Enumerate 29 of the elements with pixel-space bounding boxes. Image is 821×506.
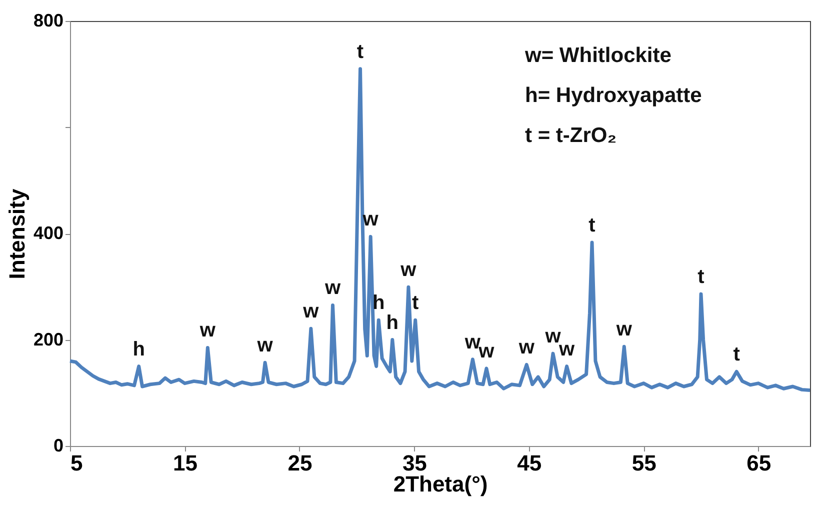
x-tick-label: 45 bbox=[517, 450, 542, 476]
annotation: w bbox=[198, 320, 216, 342]
annotation: t bbox=[588, 214, 596, 237]
y-tick-label: 400 bbox=[33, 223, 64, 243]
annotation: w bbox=[256, 334, 274, 357]
annotation: w bbox=[615, 318, 632, 341]
y-axis-title: Intensity bbox=[4, 188, 30, 280]
annotation: h= Hydroxyapatte bbox=[525, 84, 702, 107]
x-tick-label: 5 bbox=[70, 450, 83, 476]
annotation: h bbox=[386, 312, 398, 334]
x-tick-label: 15 bbox=[172, 450, 198, 476]
x-tick-label: 65 bbox=[746, 450, 772, 476]
annotation: w bbox=[518, 336, 535, 359]
annotation: t bbox=[733, 344, 740, 366]
y-tick-label: 0 bbox=[53, 436, 64, 456]
annotation: t bbox=[356, 40, 364, 63]
annotation: t = t-ZrO₂ bbox=[525, 124, 617, 147]
annotation: w bbox=[302, 300, 320, 323]
line-series bbox=[68, 67, 812, 392]
annotation: w= Whitlockite bbox=[524, 44, 672, 67]
y-tick-label: 800 bbox=[33, 10, 64, 30]
annotation: t bbox=[698, 266, 705, 288]
annotation: w bbox=[400, 259, 417, 282]
annotation: t bbox=[412, 292, 419, 314]
annotation: w bbox=[324, 277, 341, 300]
x-tick-label: 55 bbox=[632, 450, 656, 476]
y-tick-label: 200 bbox=[33, 329, 64, 350]
x-tick-label: 25 bbox=[288, 450, 312, 476]
annotation: h bbox=[132, 338, 145, 360]
